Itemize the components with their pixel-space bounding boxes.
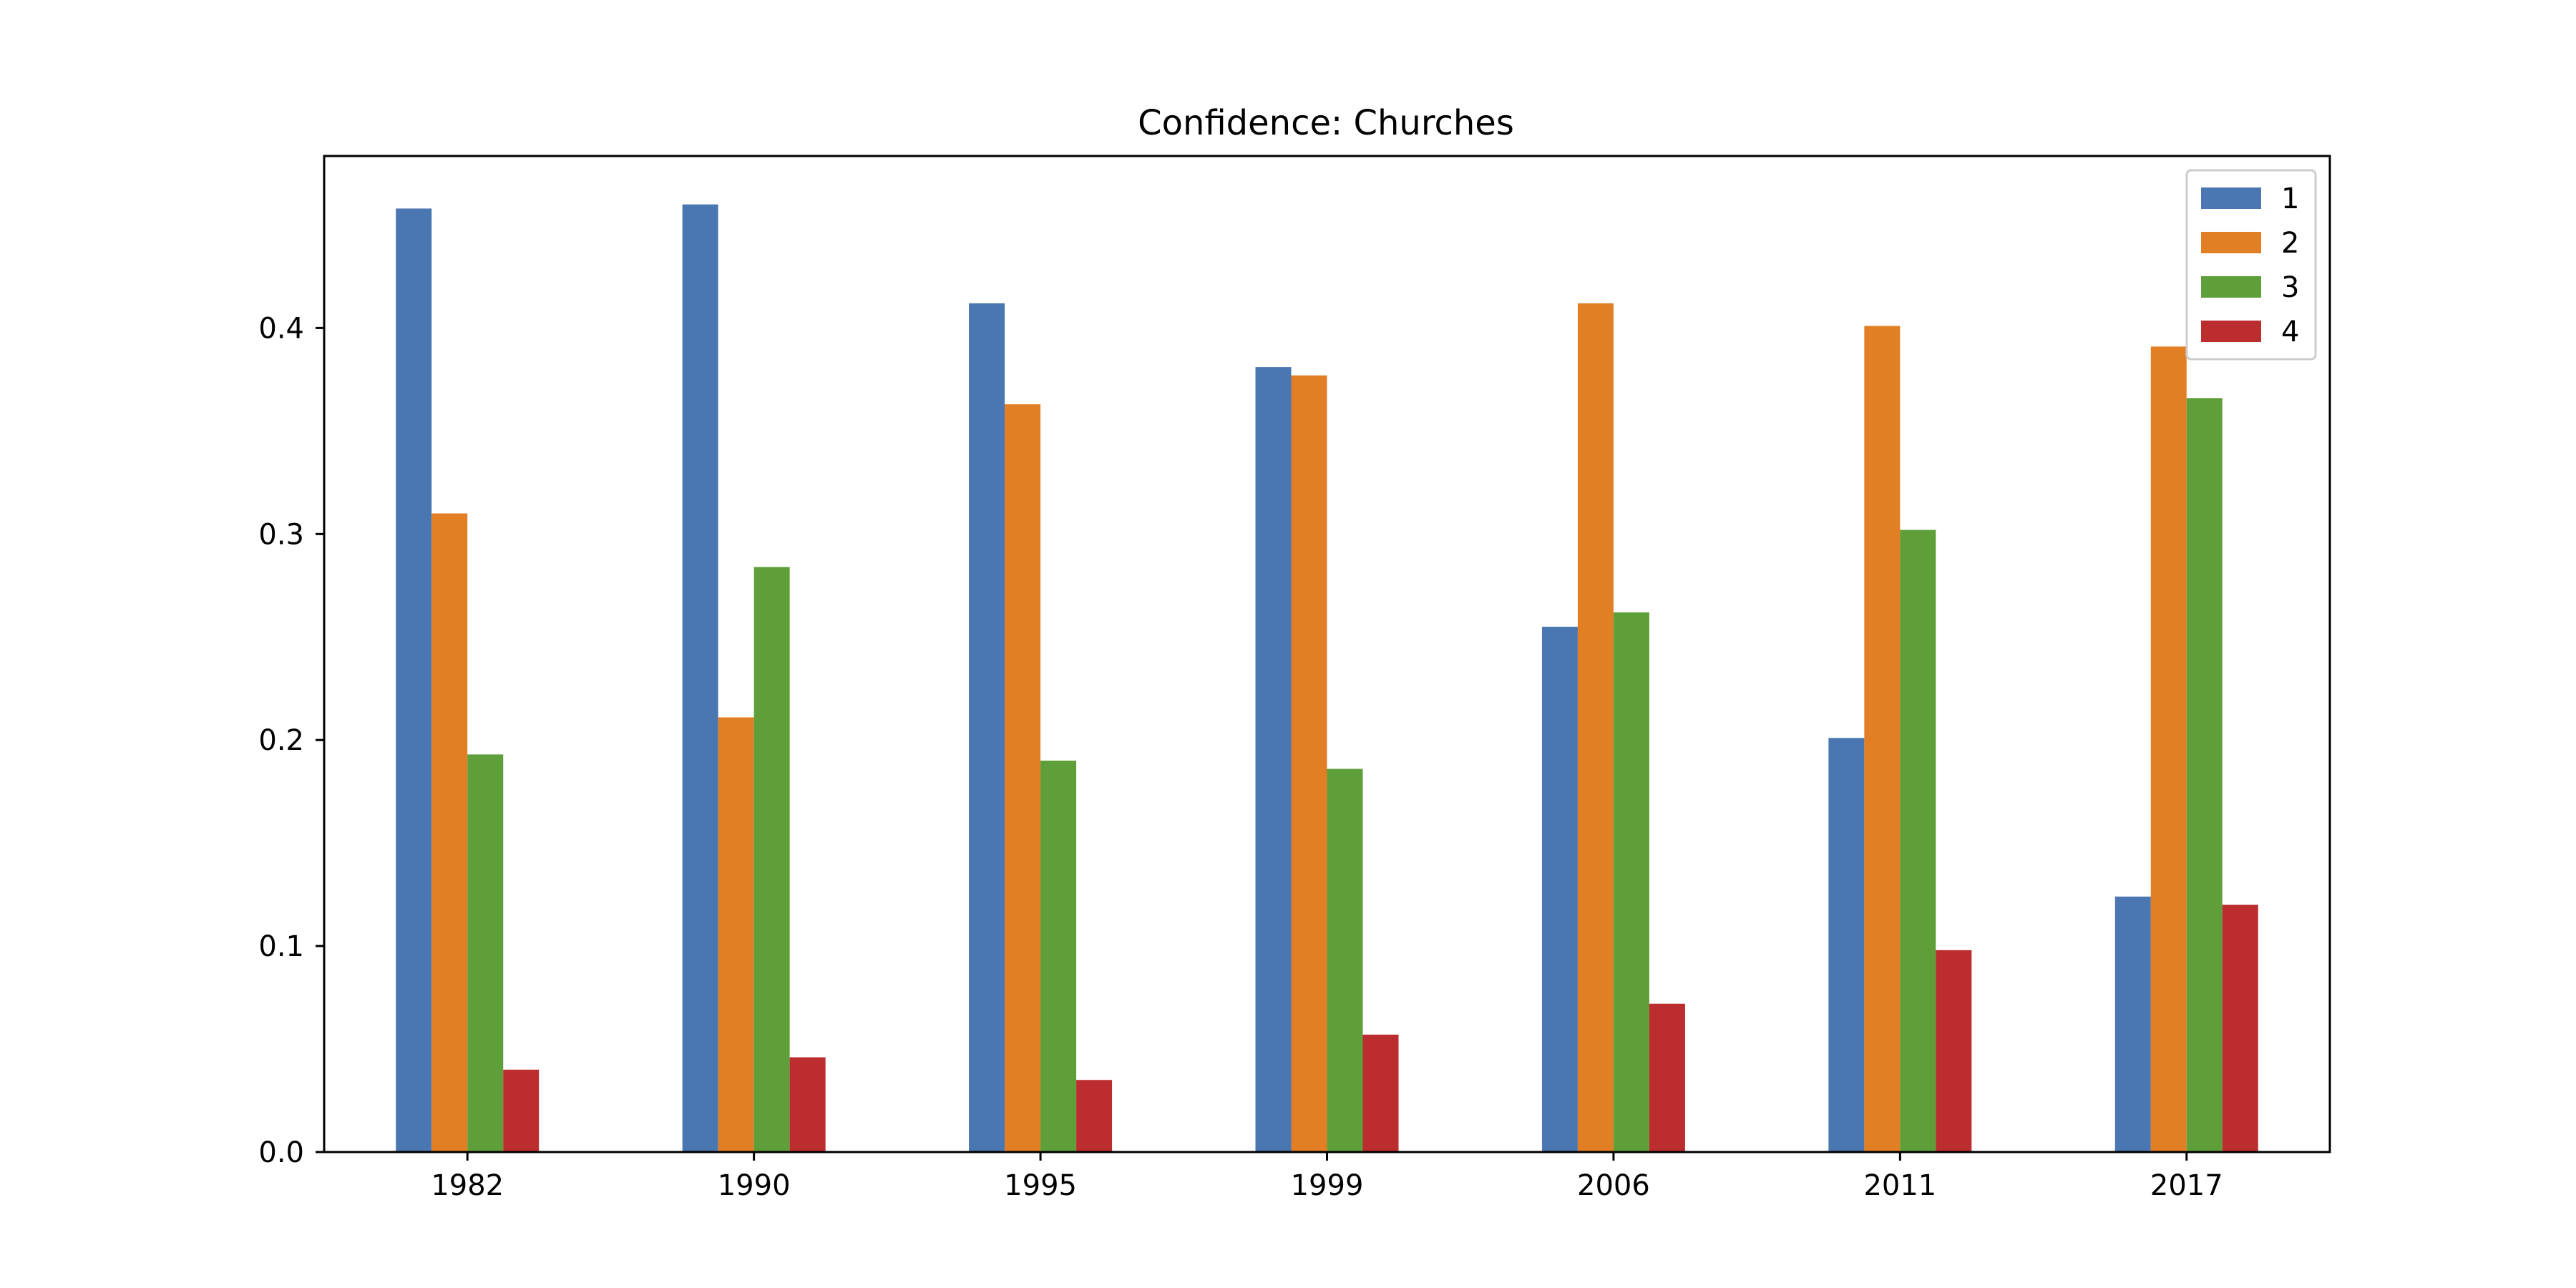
y-tick-label: 0.0 — [258, 1136, 304, 1169]
bar-2006-series-4 — [1649, 1003, 1685, 1152]
x-tick-label: 2006 — [1577, 1169, 1650, 1202]
ticks-layer: 1982 1990 1995 1999 2006 2011 2017 0.0 0.1 0.2 0.3… — [258, 312, 2223, 1202]
bar-2011-series-2 — [1864, 326, 1901, 1153]
y-tick-label: 0.3 — [258, 518, 304, 551]
bar-2006-series-2 — [1577, 303, 1614, 1153]
bar-1999-series-1 — [1255, 367, 1292, 1152]
bar-2017-series-2 — [2150, 346, 2187, 1153]
legend-box — [2185, 169, 2317, 361]
legend-label-1: 1 — [2281, 182, 2299, 215]
legend-label-4: 4 — [2281, 316, 2299, 348]
bar-2006-series-1 — [1541, 626, 1578, 1152]
bar-2017-series-3 — [2186, 398, 2223, 1152]
legend-swatch-1 — [2201, 187, 2261, 209]
x-tick-label: 2011 — [1863, 1169, 1936, 1202]
legend-label-2: 2 — [2281, 227, 2299, 260]
bar-2011-series-4 — [1936, 950, 1972, 1152]
bar-1982-series-2 — [431, 513, 468, 1152]
y-tick-label: 0.4 — [258, 312, 304, 345]
bar-1995-series-2 — [1005, 404, 1041, 1152]
x-tick-label: 1990 — [718, 1169, 791, 1202]
bars-layer — [396, 204, 2258, 1153]
bar-1995-series-1 — [969, 303, 1005, 1153]
bar-1995-series-3 — [1040, 760, 1077, 1152]
legend-label-3: 3 — [2281, 271, 2299, 304]
y-tick-label: 0.1 — [258, 930, 304, 963]
bar-1990-series-4 — [789, 1057, 826, 1152]
bar-1999-series-4 — [1362, 1034, 1399, 1152]
bar-2011-series-1 — [1828, 738, 1865, 1152]
legend: 1 2 3 4 — [2185, 169, 2317, 361]
bar-2006-series-3 — [1613, 612, 1649, 1152]
bar-1982-series-1 — [396, 208, 432, 1152]
bar-1999-series-3 — [1327, 769, 1363, 1152]
bar-2017-series-4 — [2222, 904, 2258, 1152]
bar-1982-series-3 — [467, 754, 504, 1152]
bar-1990-series-3 — [753, 567, 790, 1152]
x-tick-label: 2017 — [2150, 1169, 2223, 1202]
legend-swatch-4 — [2201, 321, 2261, 342]
chart-title: Confidence: Churches — [1138, 103, 1514, 143]
bar-2017-series-1 — [2114, 897, 2151, 1152]
bar-1990-series-2 — [718, 717, 754, 1152]
bar-1999-series-2 — [1291, 375, 1327, 1152]
legend-swatch-3 — [2201, 276, 2261, 298]
x-tick-label: 1982 — [431, 1169, 504, 1202]
x-tick-label: 1995 — [1004, 1169, 1077, 1202]
y-tick-label: 0.2 — [258, 724, 304, 757]
bar-1990-series-1 — [682, 204, 718, 1152]
bar-2011-series-3 — [1900, 530, 1936, 1152]
bar-1982-series-4 — [503, 1069, 540, 1152]
legend-swatch-2 — [2201, 232, 2261, 253]
x-tick-label: 1999 — [1291, 1169, 1364, 1202]
bar-1995-series-4 — [1076, 1080, 1113, 1152]
